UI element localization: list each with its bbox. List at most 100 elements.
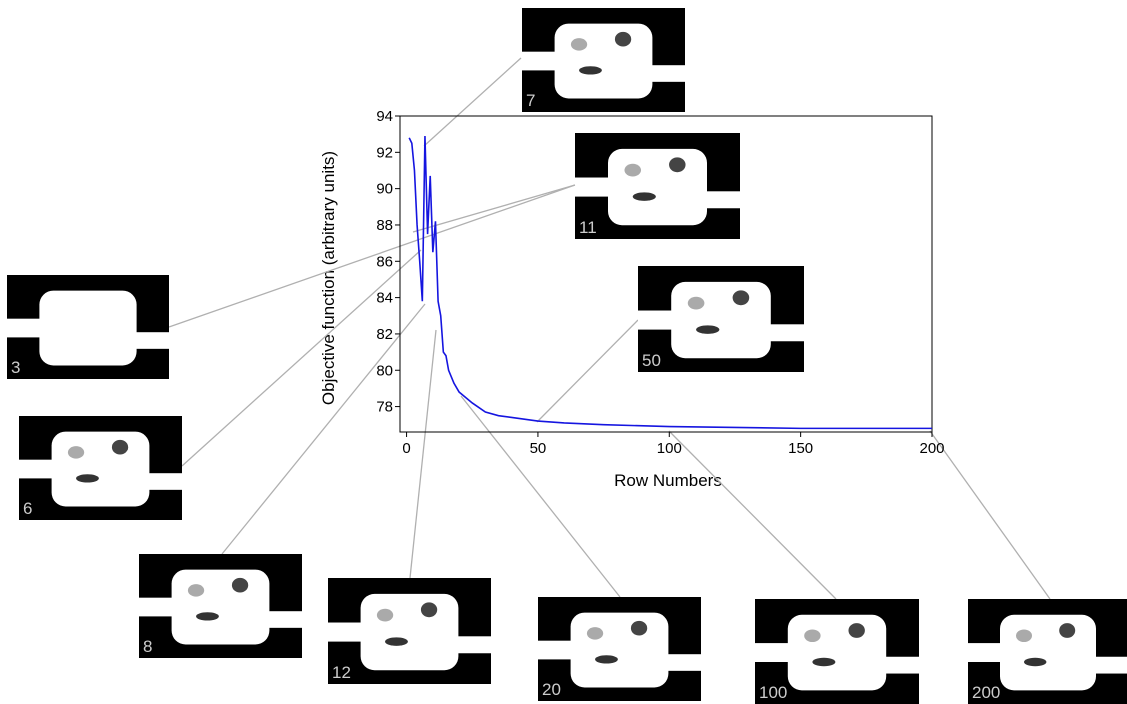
thumbnail: 11 (575, 133, 740, 239)
thumb-port (878, 656, 919, 674)
leader-line (929, 430, 1051, 600)
thumb-void (1059, 623, 1076, 638)
data-line (408, 135, 932, 430)
thumb-void (804, 629, 821, 643)
thumbnail: 6 (19, 416, 182, 520)
thumb-port (1088, 656, 1127, 674)
thumb-port (660, 654, 701, 671)
x-tick-label: 0 (402, 440, 410, 457)
thumb-label: 11 (579, 218, 597, 237)
leader-line (536, 319, 639, 423)
thumb-port (762, 324, 804, 342)
thumb-void (696, 325, 720, 334)
thumb-port (141, 473, 182, 490)
thumb-port (755, 643, 796, 662)
thumb-blob (671, 281, 771, 359)
thumb-port (139, 597, 180, 617)
thumb-port (7, 318, 48, 338)
thumb-port (638, 310, 680, 330)
thumb-void (231, 577, 249, 593)
y-tick-label: 94 (376, 108, 393, 125)
thumb-blob (608, 148, 707, 226)
y-tick-label: 80 (376, 362, 393, 379)
thumb-void (586, 627, 604, 640)
thumb-label: 8 (143, 637, 152, 656)
thumb-port (128, 332, 169, 349)
x-tick-label: 100 (657, 440, 682, 457)
leader-line (181, 249, 422, 467)
thumb-label: 20 (542, 680, 561, 699)
thumb-port (261, 611, 302, 628)
y-tick-label: 82 (376, 326, 393, 343)
thumb-void (385, 637, 408, 646)
thumb-blob (554, 23, 653, 99)
leader-line (460, 395, 621, 598)
y-tick-label: 86 (376, 253, 393, 270)
thumb-port (19, 459, 60, 479)
thumb-label: 100 (759, 683, 787, 702)
thumb-void (669, 157, 686, 173)
thumb-port (698, 191, 740, 209)
thumb-blob (787, 614, 887, 691)
thumb-void (624, 163, 641, 177)
thumb-blob (171, 569, 270, 645)
thumb-void (420, 602, 438, 618)
thumb-label: 50 (642, 351, 661, 370)
thumb-void (812, 657, 836, 667)
thumbnail: 12 (328, 578, 491, 684)
thumb-void (614, 31, 632, 47)
thumb-void (595, 655, 618, 664)
thumb-port (328, 622, 369, 642)
x-tick-label: 150 (788, 440, 813, 457)
thumb-port (538, 640, 579, 660)
thumbnail: 7 (522, 8, 685, 112)
leader-line (168, 184, 576, 328)
y-tick-label: 84 (376, 290, 393, 307)
leader-line (423, 57, 522, 147)
thumb-void (376, 608, 394, 622)
thumb-void (1024, 657, 1047, 667)
thumb-void (630, 620, 648, 636)
thumb-blob (570, 612, 669, 688)
thumb-blob (1000, 614, 1096, 691)
thumb-void (579, 66, 602, 75)
y-tick-label: 78 (376, 399, 393, 416)
thumbnail: 100 (755, 599, 919, 704)
thumbnail: 3 (7, 275, 169, 379)
thumb-void (187, 584, 205, 597)
thumb-blob (51, 431, 150, 507)
thumb-blob (360, 593, 459, 671)
thumb-label: 7 (526, 91, 535, 110)
thumb-port (968, 643, 1008, 662)
thumb-void (67, 446, 85, 459)
x-tick-label: 200 (919, 440, 944, 457)
thumb-port (522, 51, 563, 71)
thumbnail: 8 (139, 554, 302, 658)
thumb-void (1016, 629, 1032, 643)
thumb-port (575, 177, 617, 197)
leader-line (221, 303, 426, 555)
x-tick-label: 50 (530, 440, 547, 457)
thumb-void (111, 439, 129, 455)
leader-line (409, 329, 437, 579)
thumb-label: 3 (11, 358, 20, 377)
leader-line (668, 430, 837, 600)
thumb-port (644, 65, 685, 82)
thumb-blob (39, 290, 137, 366)
thumbnail: 20 (538, 597, 701, 701)
y-axis-label: Objective function (arbitrary units) (319, 151, 338, 405)
y-tick-label: 88 (376, 217, 393, 234)
leader-line (412, 184, 576, 233)
plot-frame (399, 115, 933, 433)
thumbnail: 200 (968, 599, 1127, 704)
y-tick-label: 92 (376, 144, 393, 161)
x-axis-label: Row Numbers (614, 471, 722, 490)
thumb-label: 12 (332, 663, 351, 682)
thumb-void (76, 474, 99, 483)
y-tick-label: 90 (376, 181, 393, 198)
thumb-void (196, 612, 219, 621)
thumb-void (570, 38, 588, 51)
thumb-void (848, 623, 865, 638)
